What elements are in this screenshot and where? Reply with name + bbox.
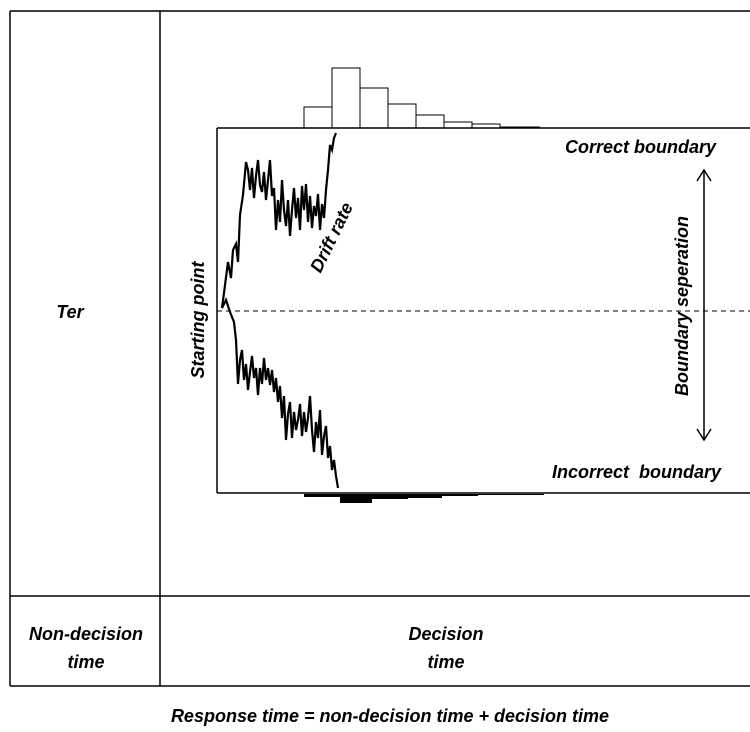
diagram-frame	[9, 10, 750, 687]
response-time-caption: Response time = non-decision time + deci…	[171, 706, 609, 726]
upper-diffusion-path	[220, 132, 338, 309]
starting-point-label: Starting point	[188, 261, 208, 379]
decision-label-line2: time	[427, 652, 464, 672]
decision-label-line1: Decision	[408, 624, 483, 644]
correct-boundary-label: Correct boundary	[565, 137, 717, 157]
non-decision-label-line1: Non-decision	[29, 624, 143, 644]
correct-rt-histogram	[303, 67, 540, 129]
boundary-separation-arrow	[696, 168, 712, 442]
non-decision-label-line2: time	[67, 652, 104, 672]
ter-label: Ter	[56, 302, 84, 322]
incorrect-rt-histogram	[304, 494, 544, 503]
boundary-separation-label: Boundary seperation	[672, 216, 692, 396]
lower-diffusion-path	[221, 297, 340, 489]
incorrect-boundary-label: Incorrect boundary	[552, 462, 722, 482]
